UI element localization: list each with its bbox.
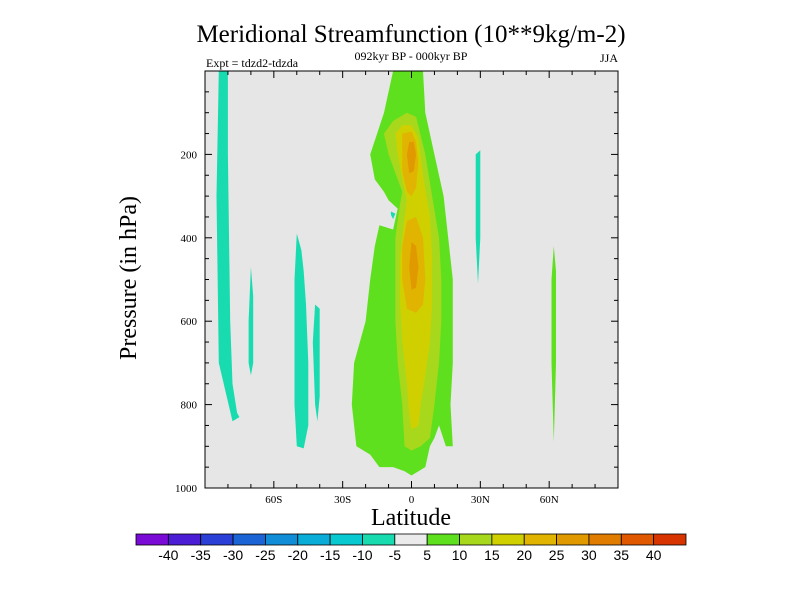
colorbar-swatch (297, 533, 331, 546)
axis-ticks: 60S 30S 0 30N 60N 200 400 600 800 1000 (175, 71, 618, 506)
colorbar-swatch (200, 533, 234, 546)
colorbar-swatch (620, 533, 655, 546)
y-axis-label: Pressure (in hPa) (116, 196, 142, 360)
contour-region-neg-dot-20S (390, 211, 396, 219)
contour-region-neg-col-80S (216, 71, 240, 422)
contour-region-pos-25-upper (406, 141, 417, 174)
colorbar-label: 10 (452, 547, 468, 563)
x-tick-label: 30N (471, 494, 490, 506)
colorbar-label: -30 (223, 547, 243, 563)
chart-title: Meridional Streamfunction (10**9kg/m-2) (196, 21, 625, 48)
x-tick-label: 30S (334, 494, 351, 506)
colorbar-label: -5 (389, 547, 402, 563)
y-tick-label: 400 (181, 233, 198, 245)
colorbar-swatch (329, 533, 363, 546)
colorbar-swatch (588, 533, 622, 546)
colorbar-label: -25 (255, 547, 275, 563)
colorbar: -40 -35 -30 -25 -20 -15 -10 -5 5 10 15 20 25 30 35 40 (135, 533, 687, 563)
colorbar-swatch (653, 533, 687, 546)
colorbar-swatch (523, 533, 557, 546)
colorbar-label: 35 (614, 547, 630, 563)
y-tick-label: 800 (181, 400, 198, 412)
y-tick-label: 1000 (175, 483, 198, 495)
contour-region-neg-col-50S (294, 233, 309, 449)
x-axis-label: Latitude (371, 505, 451, 531)
colorbar-swatch (459, 533, 493, 546)
experiment-label: Expt = tdzd2-tdzda (206, 56, 299, 70)
colorbar-swatch (135, 533, 169, 546)
y-tick-label: 200 (181, 149, 198, 161)
colorbar-swatch (232, 533, 266, 546)
colorbar-label: 30 (581, 547, 597, 563)
x-tick-label: 60S (265, 494, 282, 506)
contour-region-pos-col-60N (551, 246, 556, 443)
colorbar-label: -35 (191, 547, 211, 563)
contour-region-pos-25-lower (409, 242, 419, 290)
colorbar-label: -20 (288, 547, 308, 563)
plot-area (204, 70, 619, 489)
colorbar-label: 15 (484, 547, 500, 563)
y-tick-label: 600 (181, 316, 198, 328)
colorbar-swatch (265, 533, 299, 546)
colorbar-label: 40 (646, 547, 662, 563)
colorbar-swatch (362, 533, 396, 546)
season-label: JJA (600, 51, 618, 65)
colorbar-label: -40 (158, 547, 178, 563)
colorbar-swatch (556, 533, 590, 546)
colorbar-label: -10 (352, 547, 372, 563)
colorbar-swatch (491, 533, 525, 546)
contour-region-neg-col-30N (475, 150, 481, 284)
x-tick-label: 0 (409, 494, 415, 506)
x-tick-label: 60N (540, 494, 559, 506)
contour-region-neg-col-70S (248, 267, 254, 376)
colorbar-swatch (167, 533, 202, 546)
colorbar-label: 5 (423, 547, 431, 563)
contour-region-neg-col-40S (312, 304, 320, 422)
colorbar-swatch (426, 533, 460, 546)
colorbar-label: 20 (516, 547, 532, 563)
colorbar-label: 25 (549, 547, 565, 563)
colorbar-label: -15 (320, 547, 340, 563)
period-label: 092kyr BP - 000kyr BP (355, 49, 468, 63)
colorbar-swatch (394, 533, 428, 546)
